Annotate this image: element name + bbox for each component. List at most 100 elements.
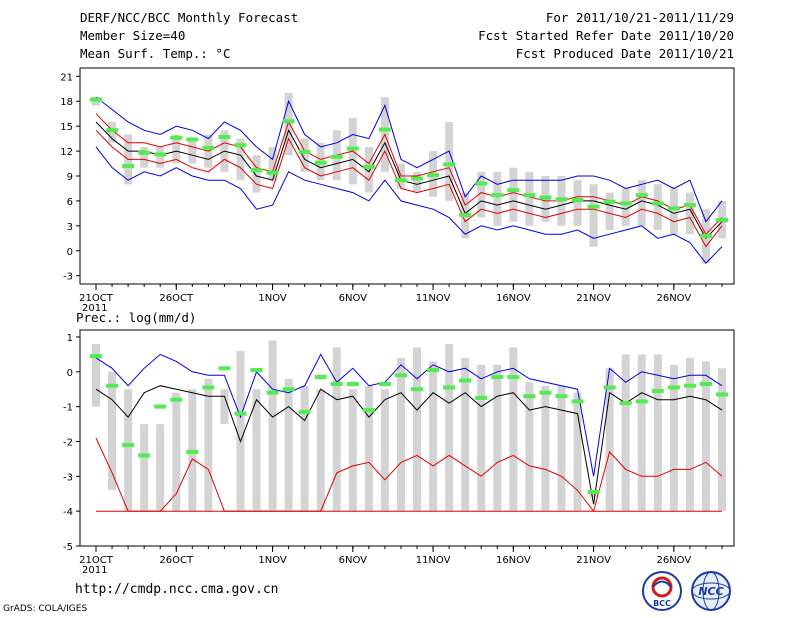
prec-median-marker: [699, 382, 712, 386]
prec-x-tick-label: 1NOV: [258, 555, 287, 566]
prec-spread-box: [701, 361, 710, 512]
temp-spread-box: [268, 146, 277, 181]
prec-y-tick-label: -1: [63, 403, 73, 414]
prec-median-marker: [411, 387, 424, 392]
temp-median-marker: [523, 193, 536, 198]
temp-median-marker: [571, 198, 584, 203]
prec-median-marker: [154, 404, 167, 409]
prec-spread-box: [685, 357, 694, 512]
prec-median-marker: [587, 490, 600, 494]
prec-median-marker: [491, 375, 504, 380]
prec-y-tick-label: -3: [63, 472, 73, 483]
prec-median-marker: [138, 453, 151, 458]
temp-spread-box: [364, 146, 373, 193]
prec-spread-box: [573, 392, 582, 512]
footer-url: http://cmdp.ncc.cma.gov.cn: [75, 582, 279, 597]
temp-y-tick-label: 6: [67, 197, 73, 208]
prec-x-tick-label: 26NOV: [656, 555, 691, 566]
temp-median-marker: [250, 168, 263, 173]
prec-spread-box: [429, 361, 438, 512]
temp-median-marker: [427, 173, 440, 178]
temp-x-tick-label: 1NOV: [258, 293, 287, 304]
temp-median-marker: [459, 213, 472, 218]
temp-median-marker: [651, 201, 664, 206]
prec-spread-box: [236, 350, 245, 512]
prec-median-marker: [427, 368, 440, 373]
temp-y-tick-label: 21: [60, 72, 73, 83]
temp-spread-box: [284, 92, 293, 156]
prec-median-marker: [234, 411, 247, 416]
temp-spread-box: [573, 180, 582, 226]
prec-spread-box: [380, 389, 389, 512]
prec-median-marker: [90, 354, 102, 359]
prec-median-marker: [394, 373, 407, 378]
temp-y-tick-label: 0: [67, 247, 73, 258]
temp-median-marker: [394, 178, 407, 183]
temp-median-marker: [154, 152, 167, 157]
prec-median-marker: [170, 397, 183, 402]
temp-median-marker: [699, 233, 712, 238]
temp-y-tick-label: 18: [60, 97, 73, 108]
prec-spread-box: [557, 385, 566, 512]
prec-spread-box: [300, 385, 309, 512]
prec-median-marker: [298, 409, 311, 414]
temp-spread-box: [156, 146, 165, 168]
prec-spread-box: [316, 389, 325, 512]
temp-spread-box: [509, 167, 518, 222]
prec-spread-box: [396, 357, 405, 512]
temp-mean-line: [95, 121, 723, 240]
temp-median-marker: [716, 218, 728, 223]
temp-y-tick-label: 12: [60, 147, 73, 158]
temp-spread-box: [236, 138, 245, 181]
chart-title: DERF/NCC/BCC Monthly Forecast: [80, 10, 299, 25]
prec-spread-box: [204, 378, 213, 512]
temp-median-marker: [378, 127, 391, 132]
prec-median-marker: [603, 385, 616, 390]
temp-x-tick-label: 2011: [82, 303, 107, 314]
prec-median-marker: [362, 408, 375, 413]
temp-x-tick-label: 16NOV: [496, 293, 531, 304]
temp-spread-box: [252, 155, 261, 193]
temp-x-tick-label: 11NOV: [416, 293, 451, 304]
temp-median-marker: [346, 146, 359, 151]
prec-spread-box: [156, 424, 165, 512]
prec-x-tick-label: 11NOV: [416, 555, 451, 566]
prec-median-marker: [459, 378, 472, 383]
temp-median-marker: [282, 119, 295, 124]
produced-date-label: Fcst Produced Date 2011/10/21: [515, 46, 734, 61]
temp-x-tick-label: 21NOV: [576, 293, 611, 304]
bcc-logo: BCC: [642, 571, 682, 611]
prec-spread-box: [669, 364, 678, 512]
prec-spread-box: [140, 424, 149, 512]
prec-spread-box: [348, 389, 357, 512]
temp-median-marker: [619, 201, 632, 206]
variable-label: Mean Surf. Temp.: °C: [80, 46, 231, 61]
temp-lower-line: [95, 129, 723, 248]
grads-credit: GrADS: COLA/IGES: [3, 604, 88, 614]
temp-median-marker: [90, 97, 102, 102]
prec-spread-box: [509, 347, 518, 512]
prec-mean-line: [95, 385, 723, 505]
prec-spread-box: [653, 354, 662, 512]
prec-spread-box: [268, 340, 277, 512]
temp-spread-box: [108, 122, 117, 143]
temp-median-marker: [122, 164, 135, 169]
prec-median-marker: [443, 385, 456, 390]
temp-spread-box: [300, 138, 309, 172]
temp-spread-box: [669, 188, 678, 235]
prec-spread-box: [92, 343, 100, 407]
prec-minimum-line: [95, 437, 723, 513]
temp-spread-box: [621, 188, 630, 226]
prec-spread-box: [172, 392, 181, 512]
temp-spread-box: [605, 192, 614, 230]
prec-spread-box: [541, 385, 550, 512]
prec-y-tick-label: 1: [67, 333, 73, 344]
prec-median-marker: [571, 399, 584, 404]
prec-spread-box: [284, 378, 293, 512]
prec-spread-box: [413, 347, 422, 512]
temp-x-tick-label: 6NOV: [339, 293, 368, 304]
temp-median-marker: [298, 149, 311, 154]
temp-x-tick-label: 26OCT: [159, 293, 194, 304]
